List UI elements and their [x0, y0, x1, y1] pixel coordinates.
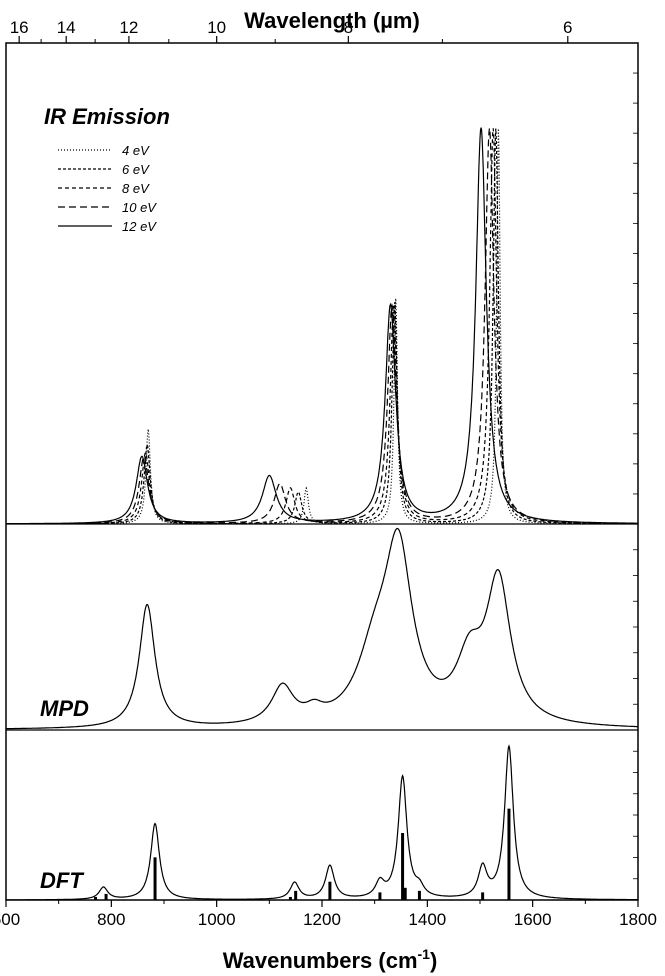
plot-border — [5, 42, 639, 901]
x-tick-label: 600 — [0, 910, 20, 929]
bottom-axis-title-sup: -1 — [418, 946, 431, 962]
legend: 4 eV 6 eV 8 eV 10 eV 12 eV — [58, 143, 157, 234]
spectrum-mpd — [5, 527, 638, 730]
legend-label: 6 eV — [122, 162, 150, 177]
spectrum-8-ev — [5, 128, 638, 525]
top-axis-title: Wavelength (µm) — [244, 8, 420, 33]
x-tick-label: 1000 — [198, 910, 236, 929]
chart-labels: Wavelength (µm) Wavenumbers (cm-1) IR Em… — [40, 8, 437, 973]
bottom-axis-title-close: ) — [430, 948, 437, 973]
x-tick-label: 800 — [97, 910, 125, 929]
x-tick-label: 1600 — [514, 910, 552, 929]
axis-ticks: 600 800 1000 1200 1400 1600 1800 16 14 12 10 8 6 — [0, 18, 657, 929]
wavelength-tick-label: 6 — [563, 18, 572, 37]
legend-label: 10 eV — [122, 200, 157, 215]
bottom-axis-title: Wavenumbers (cm-1) — [223, 946, 438, 973]
x-tick-label: 1200 — [303, 910, 341, 929]
panel-label-dft: DFT — [40, 868, 84, 893]
x-tick-label: 1800 — [619, 910, 657, 929]
x-tick-label: 1400 — [408, 910, 446, 929]
legend-label: 8 eV — [122, 181, 150, 196]
spectrum-dft — [6, 744, 638, 901]
wavelength-tick-label: 12 — [119, 18, 138, 37]
spectrum-12-ev — [6, 127, 638, 525]
legend-label: 4 eV — [122, 143, 150, 158]
wavelength-tick-label: 10 — [207, 18, 226, 37]
panel-label-mpd: MPD — [40, 696, 89, 721]
bottom-axis-title-main: Wavenumbers (cm — [223, 948, 418, 973]
spectra-curves — [5, 127, 638, 901]
legend-label: 12 eV — [122, 219, 157, 234]
panel-label-ir-emission: IR Emission — [44, 104, 170, 129]
plot-frame — [5, 42, 639, 901]
wavelength-tick-label: 8 — [344, 18, 353, 37]
wavelength-tick-label: 14 — [57, 18, 76, 37]
wavelength-tick-label: 16 — [10, 18, 29, 37]
